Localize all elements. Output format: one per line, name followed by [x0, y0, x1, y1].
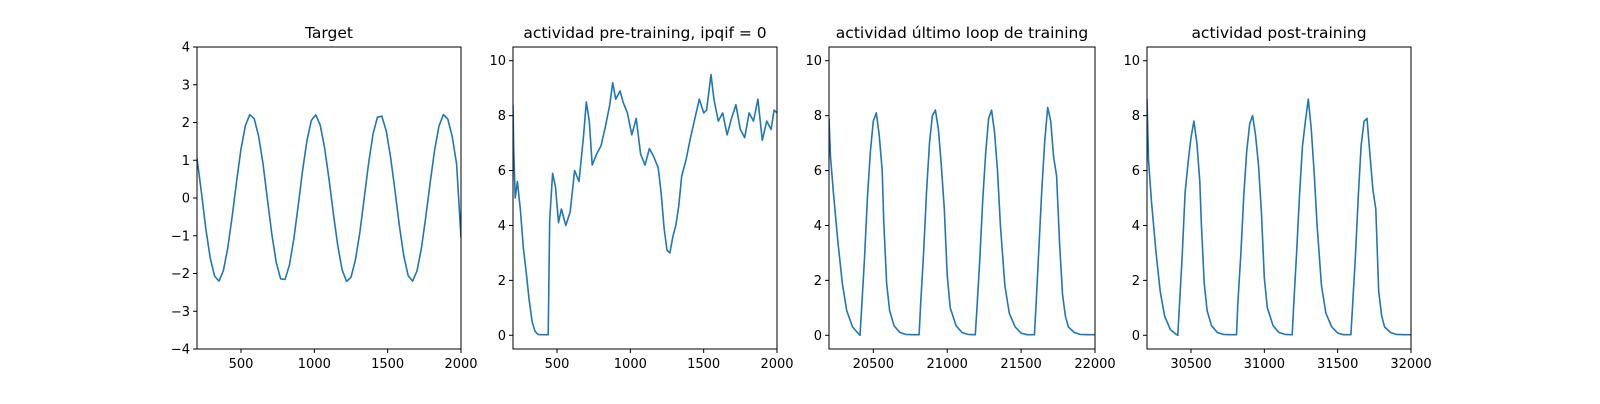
y-tick-label: 8 [1132, 109, 1140, 124]
y-tick-label: 2 [814, 274, 822, 289]
y-tick-label: 6 [1132, 164, 1140, 179]
chart-title: actividad post-training [1191, 24, 1366, 42]
axes-frame [196, 46, 462, 350]
y-tick-label: 2 [1132, 274, 1140, 289]
series-line-1 [1147, 98, 1411, 337]
chart-title: Target [304, 24, 353, 42]
y-tick-label: 10 [489, 54, 506, 69]
x-tick-label: 1500 [371, 357, 404, 372]
y-tick-label: 0 [1132, 329, 1140, 344]
y-tick-label: 2 [182, 116, 190, 131]
x-tick-label: 22000 [1074, 357, 1115, 372]
series-line-1 [829, 106, 1095, 337]
subplot-2: 500 1000 1500 2000 0 2 4 6 8 10 actividad pre-trai… [489, 24, 793, 372]
y-tick-label: 4 [1132, 219, 1140, 234]
x-tick-label: 500 [545, 357, 570, 372]
x-tick-label: 21000 [927, 357, 968, 372]
subplot-4: 30500 31000 31500 32000 0 2 4 6 8 10 actividad pos… [1123, 24, 1431, 372]
y-tick-label: 0 [498, 329, 506, 344]
axes-frame [1146, 46, 1412, 350]
series-line-1 [513, 73, 777, 336]
axes-frame [512, 46, 778, 350]
y-tick-label: 8 [814, 109, 822, 124]
x-tick-label: 2000 [444, 357, 477, 372]
y-tick-label: 6 [498, 164, 506, 179]
series-line-1 [197, 113, 461, 283]
subplot-1: 500 1000 1500 2000 −4 −3 −2 −1 0 1 2 3 4 Target [171, 24, 478, 372]
y-tick-label: 2 [498, 274, 506, 289]
axes-frame [828, 46, 1096, 350]
x-tick-label: 20500 [853, 357, 894, 372]
x-tick-label: 1500 [687, 357, 720, 372]
chart-title: actividad pre-training, ipqif = 0 [523, 24, 766, 42]
x-tick-label: 30500 [1170, 357, 1211, 372]
x-tick-label: 31000 [1244, 357, 1285, 372]
y-tick-label: 0 [182, 192, 190, 207]
x-tick-label: 21500 [1000, 357, 1041, 372]
chart-title: actividad último loop de training [836, 24, 1088, 42]
y-tick-label: 8 [498, 109, 506, 124]
y-tick-label: −4 [171, 343, 190, 358]
subplot-3: 20500 21000 21500 22000 0 2 4 6 8 10 actividad últ… [805, 24, 1115, 372]
y-tick-label: −1 [171, 229, 190, 244]
x-tick-label: 2000 [760, 357, 793, 372]
y-tick-label: 4 [498, 219, 506, 234]
y-tick-label: 4 [814, 219, 822, 234]
y-tick-label: 6 [814, 164, 822, 179]
x-tick-label: 500 [229, 357, 254, 372]
y-tick-label: 3 [182, 78, 190, 93]
x-tick-label: 32000 [1390, 357, 1431, 372]
y-tick-label: 0 [814, 329, 822, 344]
x-tick-label: 1000 [614, 357, 647, 372]
y-tick-label: −2 [171, 267, 190, 282]
y-tick-label: 10 [1123, 54, 1140, 69]
x-tick-label: 31500 [1317, 357, 1358, 372]
y-tick-label: 10 [805, 54, 822, 69]
y-tick-label: 4 [182, 41, 190, 56]
y-tick-label: −3 [171, 305, 190, 320]
y-tick-label: 1 [182, 154, 190, 169]
x-tick-label: 1000 [298, 357, 331, 372]
